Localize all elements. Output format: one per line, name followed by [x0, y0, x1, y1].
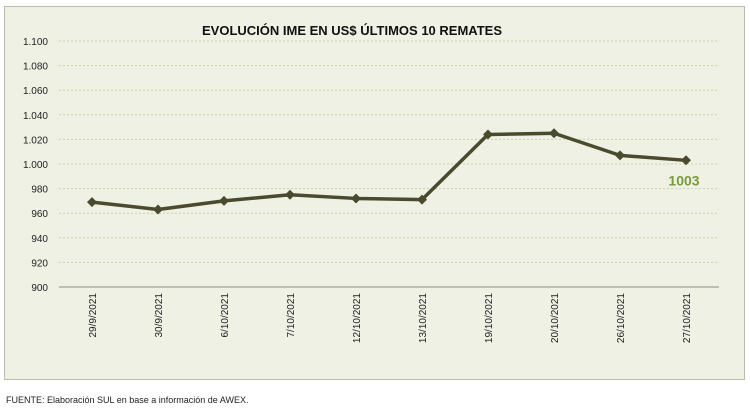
data-point-marker	[153, 204, 163, 215]
x-tick-label: 27/10/2021	[682, 293, 693, 343]
y-tick-label: 1.080	[23, 62, 48, 73]
series-line	[91, 131, 687, 212]
y-tick-label: 960	[31, 209, 48, 220]
x-tick-label: 12/10/2021	[352, 293, 363, 343]
line-chart: EVOLUCIÓN IME EN US$ ÚLTIMOS 10 REMATES …	[23, 23, 719, 343]
y-tick-label: 1.060	[23, 86, 48, 97]
data-point-marker	[417, 194, 427, 205]
data-point-marker	[483, 129, 493, 140]
y-tick-label: 1.040	[23, 111, 48, 122]
y-tick-label: 1.100	[23, 37, 48, 48]
data-point-marker	[351, 193, 361, 204]
x-tick-label: 20/10/2021	[550, 293, 561, 343]
y-tick-label: 940	[31, 234, 48, 245]
data-point-marker	[549, 128, 559, 139]
data-point-marker	[285, 189, 295, 200]
y-tick-label: 900	[31, 283, 48, 294]
data-point-marker	[615, 150, 625, 161]
data-point-marker	[219, 195, 229, 206]
x-tick-label: 26/10/2021	[616, 293, 627, 343]
chart-title: EVOLUCIÓN IME EN US$ ÚLTIMOS 10 REMATES	[202, 23, 502, 38]
x-tick-label: 19/10/2021	[484, 293, 495, 343]
x-tick-label: 29/9/2021	[88, 293, 99, 338]
y-tick-label: 980	[31, 185, 48, 196]
x-tick-label: 6/10/2021	[220, 293, 231, 338]
x-tick-label: 7/10/2021	[286, 293, 297, 338]
x-tick-label: 13/10/2021	[418, 293, 429, 343]
chart-frame	[4, 6, 745, 380]
y-tick-label: 1.000	[23, 160, 48, 171]
data-point-marker	[681, 155, 691, 166]
data-label: 1003	[668, 172, 699, 188]
x-tick-label: 30/9/2021	[154, 293, 165, 338]
source-footer: FUENTE: Elaboración SUL en base a inform…	[6, 395, 249, 405]
y-tick-label: 1.020	[23, 135, 48, 146]
data-point-marker	[87, 197, 97, 208]
y-tick-label: 920	[31, 258, 48, 269]
